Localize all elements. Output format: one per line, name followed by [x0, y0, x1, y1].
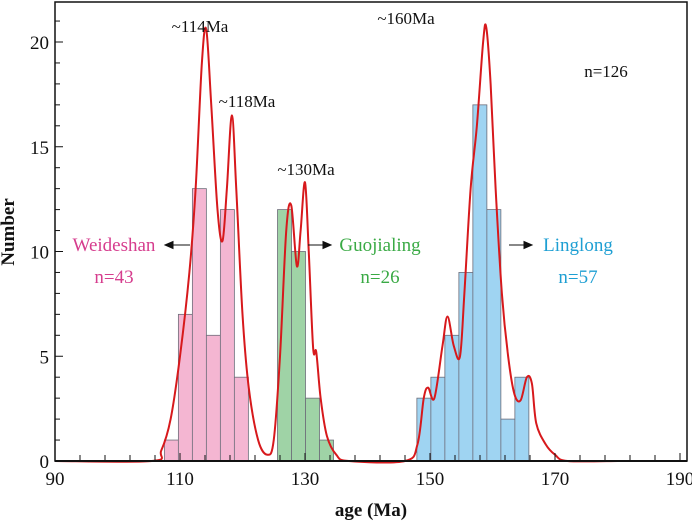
x-axis-title: age (Ma) [335, 500, 407, 521]
annotation-118: ~118Ma [219, 92, 276, 111]
bar-weideshan-2 [191, 188, 207, 462]
legend-weideshan: Weideshan [73, 235, 156, 256]
legend-guojialing: Guojialing [339, 235, 421, 256]
bar-linglong-6 [500, 418, 516, 462]
legend-guojialing-count: n=26 [360, 267, 399, 288]
x-tick-label: 110 [166, 469, 194, 490]
legend-linglong: Linglong [543, 235, 613, 256]
x-tick-label: 190 [666, 469, 692, 490]
x-tick-label: 130 [291, 469, 320, 490]
x-tick-label: 90 [46, 469, 65, 490]
bar-weideshan-3 [205, 334, 221, 462]
legend-linglong-count: n=57 [558, 267, 597, 288]
legend-weideshan-count: n=43 [94, 267, 133, 288]
bar-linglong-0 [416, 397, 432, 462]
y-tick-label: 0 [40, 452, 50, 473]
bar-weideshan-5 [233, 376, 249, 462]
bar-weideshan-0 [163, 439, 179, 462]
x-tick-label: 150 [416, 469, 445, 490]
arrow-weideshan [163, 240, 190, 250]
arrow-guojialing [308, 240, 333, 250]
total-count-label: n=126 [584, 62, 628, 81]
bar-linglong-7 [514, 376, 530, 462]
y-tick-label: 5 [40, 347, 50, 368]
y-tick-label: 15 [30, 138, 49, 159]
y-tick-label: 10 [30, 243, 49, 264]
bar-guojialing-2 [305, 397, 320, 462]
bar-linglong-1 [430, 376, 446, 462]
density-curve [54, 23, 618, 464]
x-tick-label: 170 [541, 469, 570, 490]
axes: 0 5 10 15 20 90 110 130 150 170 190 [30, 20, 692, 490]
bar-weideshan-1 [177, 313, 193, 462]
bar-guojialing-3 [319, 439, 334, 462]
y-axis-title: Number [0, 198, 19, 266]
histogram-bars [163, 104, 530, 462]
y-tick-label: 20 [30, 33, 49, 54]
bar-guojialing-1 [291, 251, 306, 462]
annotation-114: ~114Ma [172, 17, 229, 36]
annotation-130: ~130Ma [277, 160, 335, 179]
arrow-linglong [509, 240, 534, 250]
annotation-160: ~160Ma [377, 9, 435, 28]
bar-weideshan-4 [219, 209, 235, 462]
bar-linglong-4 [472, 104, 488, 462]
bar-linglong-3 [458, 272, 474, 462]
